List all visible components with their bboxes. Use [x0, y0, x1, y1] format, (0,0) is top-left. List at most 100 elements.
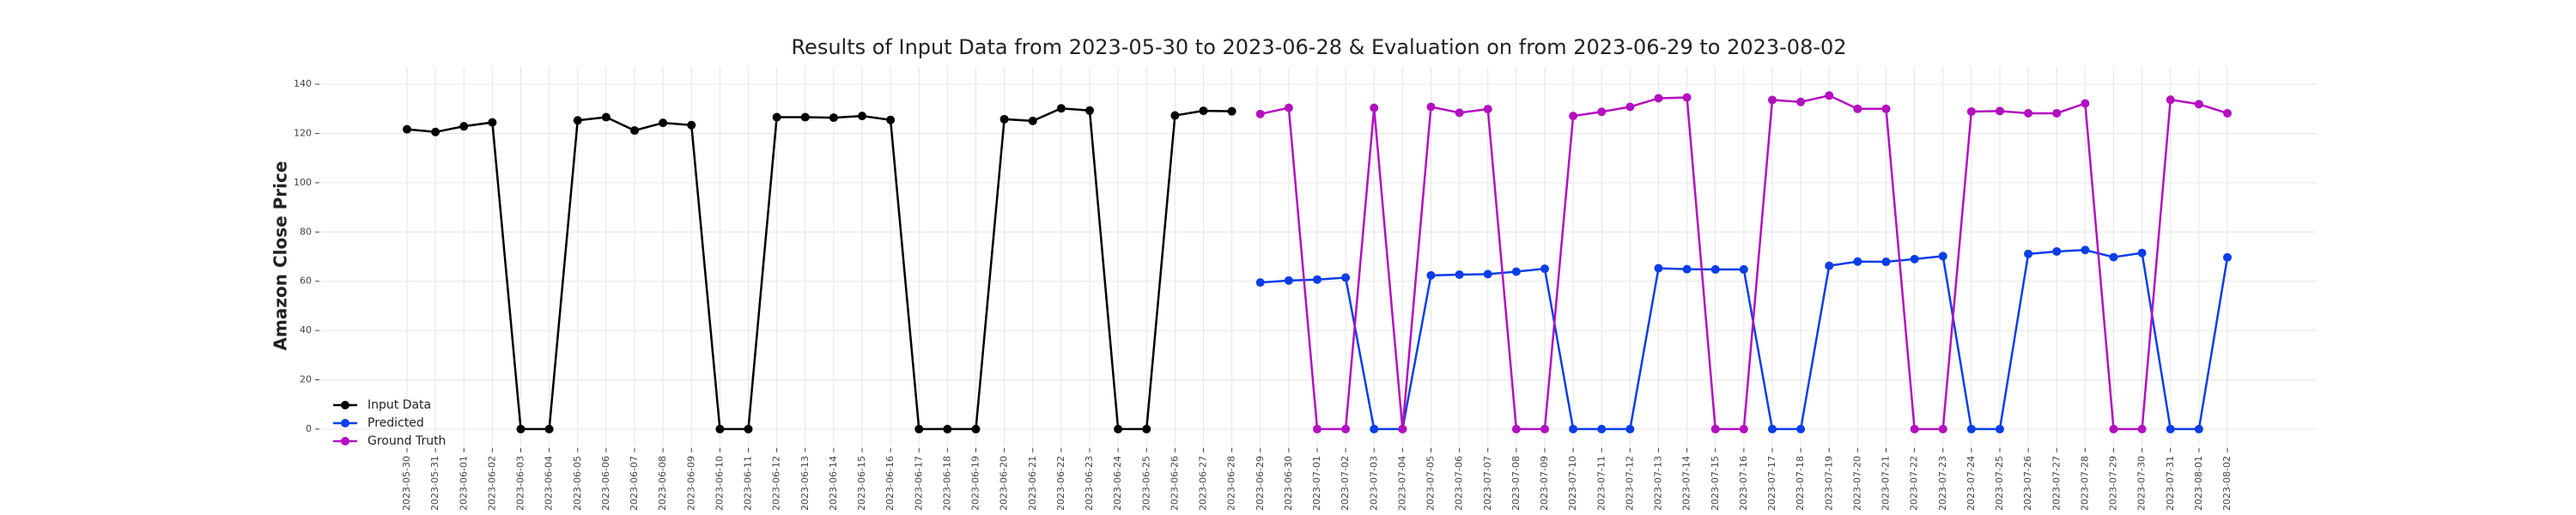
x-tick-label: 2023-07-15 — [1710, 456, 1721, 511]
x-tick-label: 2023-06-06 — [600, 456, 611, 511]
x-tick-label: 2023-06-15 — [856, 456, 867, 511]
data-point — [744, 424, 753, 433]
x-tick-label: 2023-06-16 — [884, 456, 896, 511]
data-point — [999, 114, 1009, 124]
data-point — [2166, 95, 2175, 105]
x-tick-label: 2023-07-17 — [1766, 456, 1777, 511]
data-point — [800, 112, 810, 122]
x-tick-label: 2023-06-27 — [1198, 456, 1209, 511]
x-tick-label: 2023-06-11 — [743, 456, 754, 511]
x-tick-label: 2023-06-21 — [1027, 456, 1038, 511]
data-point — [1682, 93, 1692, 102]
x-tick-label: 2023-06-18 — [941, 456, 952, 511]
data-point — [1938, 251, 1947, 261]
data-point — [1768, 95, 1777, 105]
data-point — [1569, 424, 1578, 433]
data-point — [2081, 99, 2090, 108]
data-point — [1511, 267, 1521, 276]
data-point — [1284, 276, 1293, 285]
x-tick-label: 2023-06-08 — [657, 456, 668, 511]
data-point — [1085, 106, 1094, 115]
data-point — [1370, 103, 1379, 112]
data-point — [544, 424, 554, 433]
x-tick-label: 2023-07-20 — [1851, 456, 1862, 511]
x-tick-label: 2023-06-10 — [714, 456, 725, 511]
y-tick-label: 20 — [300, 374, 312, 385]
y-axis-label: Amazon Close Price — [270, 161, 291, 351]
data-point — [1341, 424, 1351, 433]
data-point — [1426, 270, 1436, 280]
data-point — [2052, 246, 2062, 256]
x-tick-label: 2023-08-02 — [2221, 456, 2233, 511]
x-tick-label: 2023-06-19 — [970, 456, 981, 511]
data-point — [1625, 424, 1635, 433]
data-point — [1455, 108, 1464, 118]
x-tick-label: 2023-07-07 — [1482, 456, 1493, 511]
x-tick-label: 2023-06-22 — [1055, 456, 1066, 511]
x-tick-label: 2023-06-04 — [544, 456, 555, 511]
x-tick-label: 2023-07-21 — [1880, 456, 1892, 511]
data-point — [1996, 106, 2004, 116]
x-tick-label: 2023-07-10 — [1567, 456, 1578, 511]
data-point — [1370, 424, 1379, 433]
y-tick-label: 140 — [294, 78, 312, 89]
x-tick-label: 2023-07-25 — [1994, 456, 2005, 511]
data-point — [1910, 424, 1919, 433]
x-tick-label: 2023-06-13 — [799, 456, 811, 511]
x-tick-label: 2023-08-01 — [2193, 456, 2204, 511]
data-point — [630, 126, 639, 136]
data-point — [1739, 424, 1748, 433]
data-point — [1540, 264, 1549, 274]
data-point — [1569, 112, 1578, 121]
x-tick-label: 2023-07-11 — [1595, 456, 1607, 511]
data-point — [2081, 245, 2090, 255]
legend-label: Predicted — [368, 416, 424, 430]
data-point — [601, 112, 611, 122]
data-point — [1654, 264, 1663, 273]
data-point — [1114, 424, 1123, 433]
x-tick-label: 2023-06-09 — [685, 456, 696, 511]
x-tick-label: 2023-06-20 — [999, 456, 1010, 511]
x-tick-label: 2023-07-09 — [1539, 456, 1550, 511]
y-tick-label: 120 — [294, 127, 312, 138]
x-tick-label: 2023-05-30 — [401, 456, 412, 511]
data-point — [2137, 248, 2147, 258]
x-tick-label: 2023-07-12 — [1624, 456, 1635, 511]
x-tick-label: 2023-06-17 — [913, 456, 924, 511]
data-point — [2109, 424, 2118, 433]
data-point — [1768, 424, 1777, 433]
data-point — [1654, 94, 1663, 103]
x-tick-label: 2023-07-27 — [2050, 456, 2062, 511]
chart-title: Results of Input Data from 2023-05-30 to… — [791, 35, 1846, 59]
data-point — [1426, 102, 1436, 112]
x-tick-label: 2023-07-13 — [1653, 456, 1664, 511]
data-point — [2166, 424, 2175, 433]
data-point — [2223, 252, 2232, 262]
data-point — [1227, 106, 1236, 116]
legend-label: Ground Truth — [368, 434, 446, 448]
data-point — [1710, 264, 1720, 274]
data-point — [1710, 424, 1720, 433]
data-point — [1483, 270, 1492, 279]
x-tick-label: 2023-06-24 — [1112, 456, 1123, 511]
data-point — [1255, 278, 1265, 288]
data-point — [1966, 106, 1976, 116]
data-point — [1540, 424, 1549, 433]
data-point — [1739, 264, 1748, 274]
data-point — [687, 120, 696, 130]
data-point — [1853, 257, 1862, 266]
data-point — [1853, 104, 1862, 113]
x-tick-label: 2023-07-30 — [2136, 456, 2148, 511]
x-tick-label: 2023-07-28 — [2079, 456, 2090, 511]
y-tick-label: 0 — [306, 423, 312, 434]
data-point — [1455, 270, 1464, 279]
legend-marker — [341, 401, 349, 409]
data-point — [2223, 108, 2232, 118]
x-tick-label: 2023-06-28 — [1226, 456, 1237, 511]
y-tick-label: 40 — [300, 324, 312, 336]
x-tick-label: 2023-07-08 — [1510, 456, 1522, 511]
data-point — [1881, 258, 1891, 267]
x-tick-label: 2023-06-01 — [458, 456, 469, 511]
